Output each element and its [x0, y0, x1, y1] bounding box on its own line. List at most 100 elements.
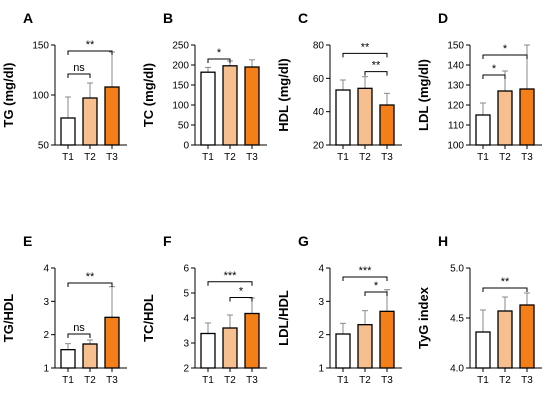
bar-t3 [519, 304, 535, 369]
x-tick-label: T2 [359, 152, 371, 163]
x-tick-label: T1 [477, 375, 489, 386]
bar-t1 [200, 71, 216, 146]
significance-label: ** [86, 39, 95, 51]
significance-bracket [364, 291, 388, 296]
bar-t1 [335, 333, 351, 369]
y-tick-label: 1 [43, 364, 49, 375]
panel-letter: G [298, 233, 309, 249]
y-tick-label: 1 [318, 364, 324, 375]
panel-b: B TC (mg/dl) 0 50 100 150 200 250 T1 T2 T3 * [141, 10, 267, 163]
x-tick-label: T2 [499, 152, 511, 163]
x-tick-label: T1 [477, 152, 489, 163]
y-tick-label: 3 [43, 297, 49, 308]
bar-t2 [82, 343, 98, 369]
y-tick-label: 250 [172, 41, 189, 52]
x-tick-label: T3 [521, 152, 533, 163]
y-tick-label: 6 [183, 264, 189, 275]
x-tick-label: T2 [359, 375, 371, 386]
significance-label: ns [73, 62, 85, 74]
x-tick-label: T1 [202, 152, 214, 163]
y-axis-label: TC (mg/dl) [141, 63, 156, 127]
x-tick-label: T1 [62, 152, 74, 163]
significance-label: * [374, 280, 379, 292]
y-tick-label: 130 [447, 81, 464, 92]
bar-t3 [379, 310, 395, 369]
panel-g: G LDL/HDL 1 2 3 4 T1 T2 T3 **** [276, 233, 402, 386]
y-tick-label: 100 [172, 101, 189, 112]
y-tick-label: 80 [313, 41, 325, 52]
y-tick-label: 110 [448, 121, 464, 132]
significance-bracket [67, 282, 113, 287]
bar-t2 [497, 310, 513, 369]
panel-f: F TC/HDL 2 3 4 5 6 T1 T2 T3 **** [141, 233, 267, 386]
panel-e: E TG/HDL 1 2 3 4 T1 T2 T3 ** ns [1, 233, 127, 386]
panel-letter: A [23, 10, 33, 26]
significance-bracket [342, 276, 388, 281]
significance-label: * [503, 43, 508, 55]
x-tick-label: T3 [106, 375, 118, 386]
y-tick-label: 140 [447, 61, 464, 72]
significance-label: ** [372, 60, 381, 72]
y-tick-label: 200 [172, 61, 189, 72]
x-tick-label: T2 [499, 375, 511, 386]
significance-bracket [482, 287, 528, 292]
y-tick-label: 3 [183, 339, 189, 350]
panel-letter: E [23, 233, 32, 249]
significance-bracket [364, 71, 388, 76]
panel-letter: B [163, 10, 173, 26]
x-tick-label: T3 [106, 152, 118, 163]
y-tick-label: 2 [43, 330, 49, 341]
x-tick-label: T2 [224, 375, 236, 386]
bar-t3 [519, 88, 535, 146]
y-tick-label: 2 [183, 364, 189, 375]
y-tick-label: 2 [318, 330, 324, 341]
y-tick-label: 20 [313, 141, 325, 152]
x-tick-label: T3 [381, 375, 393, 386]
x-tick-label: T1 [202, 375, 214, 386]
bar-t3 [244, 312, 260, 369]
significance-label: *** [224, 270, 238, 282]
panel-a: A TG (mg/dl) 50 100 150 T1 T2 T3 **ns [1, 10, 127, 163]
bar-t3 [379, 104, 395, 146]
x-tick-label: T1 [62, 375, 74, 386]
y-axis-label: HDL (mg/dl) [276, 58, 291, 131]
bar-t2 [357, 324, 373, 369]
significance-bracket [207, 58, 231, 63]
bar-t3 [244, 66, 260, 146]
x-tick-label: T3 [381, 152, 393, 163]
y-tick-label: 4 [183, 314, 189, 325]
panel-d: D LDL (mg/dl) 100 110 120 130 140 150 T1 T2 T3 * * [416, 10, 542, 163]
panel-letter: F [163, 233, 172, 249]
significance-bracket [229, 297, 253, 302]
y-tick-label: 4 [43, 264, 49, 275]
significance-bracket [482, 74, 506, 79]
y-axis-label: TG (mg/dl) [1, 63, 16, 128]
bar-t2 [222, 65, 238, 146]
bar-t1 [60, 117, 76, 146]
bar-t2 [497, 90, 513, 146]
bar-t3 [104, 316, 120, 369]
significance-label: ** [86, 271, 95, 283]
y-tick-label: 150 [172, 81, 189, 92]
y-tick-label: 50 [38, 141, 50, 152]
significance-bracket [67, 333, 91, 338]
bar-t1 [200, 332, 216, 369]
bar-t1 [335, 89, 351, 146]
y-tick-label: 120 [447, 101, 464, 112]
panel-letter: C [298, 10, 308, 26]
significance-bracket [342, 52, 388, 58]
bar-t3 [104, 86, 120, 146]
x-tick-label: T1 [337, 152, 349, 163]
y-tick-label: 5.0 [450, 264, 464, 275]
y-axis-label: TyG index [416, 286, 431, 349]
y-tick-label: 0 [183, 141, 189, 152]
x-tick-label: T3 [521, 375, 533, 386]
x-tick-label: T2 [224, 152, 236, 163]
bar-t2 [82, 97, 98, 146]
panel-letter: D [438, 10, 448, 26]
y-axis-label: LDL/HDL [276, 290, 291, 346]
y-tick-label: 100 [447, 141, 464, 152]
x-tick-label: T2 [84, 375, 96, 386]
significance-label: ns [73, 322, 85, 334]
